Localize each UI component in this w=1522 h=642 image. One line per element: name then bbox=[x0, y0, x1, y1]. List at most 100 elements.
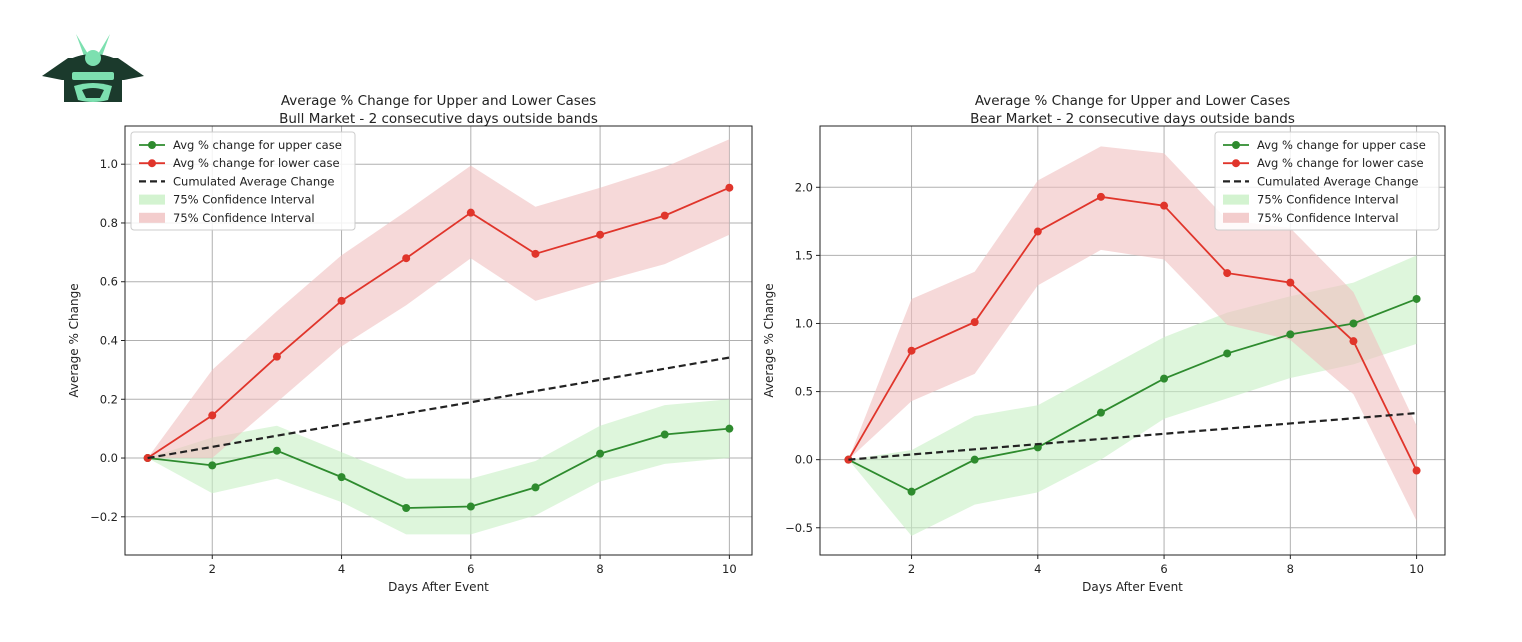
x-axis-label: Days After Event bbox=[388, 580, 489, 594]
lower-case-point bbox=[272, 352, 281, 361]
legend-label: Cumulated Average Change bbox=[1257, 174, 1419, 188]
legend-label: 75% Confidence Interval bbox=[173, 193, 315, 207]
lower-case-point bbox=[1033, 227, 1042, 236]
upper-case-point bbox=[1412, 294, 1421, 303]
upper-case-point bbox=[1349, 319, 1358, 328]
legend-label: 75% Confidence Interval bbox=[1257, 211, 1399, 225]
upper-case-point bbox=[907, 487, 916, 496]
y-tick-label: 1.0 bbox=[100, 157, 118, 171]
chart-subtitle: Bear Market - 2 consecutive days outside… bbox=[970, 111, 1295, 127]
legend-label: 75% Confidence Interval bbox=[173, 211, 315, 225]
chart-title: Average % Change for Upper and Lower Cas… bbox=[975, 93, 1290, 109]
legend-label: Cumulated Average Change bbox=[173, 174, 335, 188]
y-tick-label: −0.5 bbox=[785, 521, 813, 535]
bull-market-chart: Average % Change for Upper and Lower Cas… bbox=[67, 93, 753, 594]
upper-case-point bbox=[531, 483, 540, 492]
upper-case-point bbox=[208, 461, 217, 470]
upper-case-point bbox=[466, 502, 475, 511]
legend-marker bbox=[1232, 159, 1240, 168]
lower-case-point bbox=[844, 455, 853, 464]
x-tick-label: 2 bbox=[209, 562, 216, 576]
confidence-band bbox=[147, 139, 730, 459]
chart-title: Average % Change for Upper and Lower Cas… bbox=[281, 93, 596, 109]
plot-frame bbox=[819, 125, 1446, 556]
y-tick-label: 0.8 bbox=[100, 216, 118, 230]
x-tick-label: 8 bbox=[1287, 562, 1294, 576]
lower-case-line bbox=[147, 186, 730, 459]
legend-label: 75% Confidence Interval bbox=[1257, 193, 1399, 207]
lower-case-point bbox=[1286, 278, 1295, 287]
legend-marker bbox=[148, 159, 156, 168]
cumulated-average-line bbox=[848, 411, 1417, 461]
legend-label: Avg % change for lower case bbox=[173, 156, 340, 170]
y-axis-label: Average % Change bbox=[762, 283, 776, 397]
legend-label: Avg % change for upper case bbox=[173, 138, 342, 152]
lower-case-point bbox=[402, 254, 411, 263]
y-tick-label: 1.5 bbox=[795, 248, 813, 262]
x-axis-label: Days After Event bbox=[1082, 580, 1183, 594]
y-tick-label: −0.2 bbox=[90, 510, 118, 524]
x-tick-label: 2 bbox=[908, 562, 915, 576]
legend-patch bbox=[1223, 212, 1249, 223]
confidence-band bbox=[848, 146, 1417, 521]
x-tick-label: 10 bbox=[1409, 562, 1424, 576]
lower-case-point bbox=[1160, 201, 1169, 210]
legend-box bbox=[1214, 131, 1440, 231]
x-tick-label: 6 bbox=[467, 562, 474, 576]
legend-label: Avg % change for lower case bbox=[1257, 156, 1424, 170]
upper-case-point bbox=[1286, 330, 1295, 339]
legend-marker bbox=[148, 141, 156, 149]
y-tick-label: 0.6 bbox=[100, 275, 118, 289]
legend-box bbox=[130, 131, 356, 231]
x-tick-label: 10 bbox=[722, 562, 737, 576]
lower-case-point bbox=[531, 249, 540, 258]
y-tick-label: 0.5 bbox=[795, 385, 813, 399]
lower-case-point bbox=[1223, 269, 1232, 278]
lower-case-point bbox=[907, 346, 916, 355]
x-tick-label: 6 bbox=[1160, 562, 1167, 576]
y-axis-label: Average % Change bbox=[67, 283, 81, 397]
legend-patch bbox=[139, 194, 165, 205]
upper-case-point bbox=[725, 424, 734, 433]
lower-case-point bbox=[1096, 192, 1105, 201]
legend: Avg % change for upper case Avg % change … bbox=[1214, 131, 1440, 231]
y-tick-label: 2.0 bbox=[795, 180, 813, 194]
lower-case-point bbox=[1412, 466, 1421, 475]
upper-case-point bbox=[1160, 374, 1169, 383]
upper-case-point bbox=[970, 455, 979, 464]
upper-case-line bbox=[848, 298, 1417, 493]
upper-case-point bbox=[337, 473, 346, 482]
lower-case-point bbox=[337, 296, 346, 305]
y-tick-label: 0.0 bbox=[100, 451, 118, 465]
y-tick-label: 1.0 bbox=[795, 316, 813, 330]
legend-label: Avg % change for upper case bbox=[1257, 138, 1426, 152]
y-tick-label: 0.0 bbox=[795, 453, 813, 467]
chart-subtitle: Bull Market - 2 consecutive days outside… bbox=[279, 111, 598, 127]
lower-case-point bbox=[596, 230, 605, 239]
upper-case-point bbox=[1033, 443, 1042, 452]
lower-case-point bbox=[725, 183, 734, 192]
upper-case-point bbox=[1096, 408, 1105, 417]
upper-case-point bbox=[402, 503, 411, 512]
legend-patch bbox=[139, 212, 165, 223]
legend-marker bbox=[1232, 141, 1240, 149]
lower-case-point bbox=[466, 208, 475, 217]
upper-case-point bbox=[272, 446, 281, 455]
lower-case-line bbox=[847, 195, 1418, 471]
x-tick-label: 8 bbox=[596, 562, 603, 576]
legend: Avg % change for upper case Avg % change … bbox=[130, 131, 356, 231]
y-tick-label: 0.2 bbox=[100, 392, 118, 406]
upper-case-point bbox=[1223, 349, 1232, 358]
upper-case-point bbox=[660, 430, 669, 439]
legend-patch bbox=[1223, 194, 1249, 205]
lower-case-point bbox=[1349, 337, 1358, 346]
upper-case-point bbox=[596, 449, 605, 458]
x-tick-label: 4 bbox=[1034, 562, 1041, 576]
lower-case-point bbox=[208, 411, 217, 420]
lower-case-point bbox=[660, 211, 669, 220]
bear-market-chart: Average % Change for Upper and Lower Cas… bbox=[762, 93, 1446, 594]
samurai-helmet-icon bbox=[42, 34, 144, 102]
upper-case-line bbox=[147, 427, 730, 509]
lower-case-point bbox=[970, 318, 979, 327]
y-tick-label: 0.4 bbox=[100, 334, 118, 348]
